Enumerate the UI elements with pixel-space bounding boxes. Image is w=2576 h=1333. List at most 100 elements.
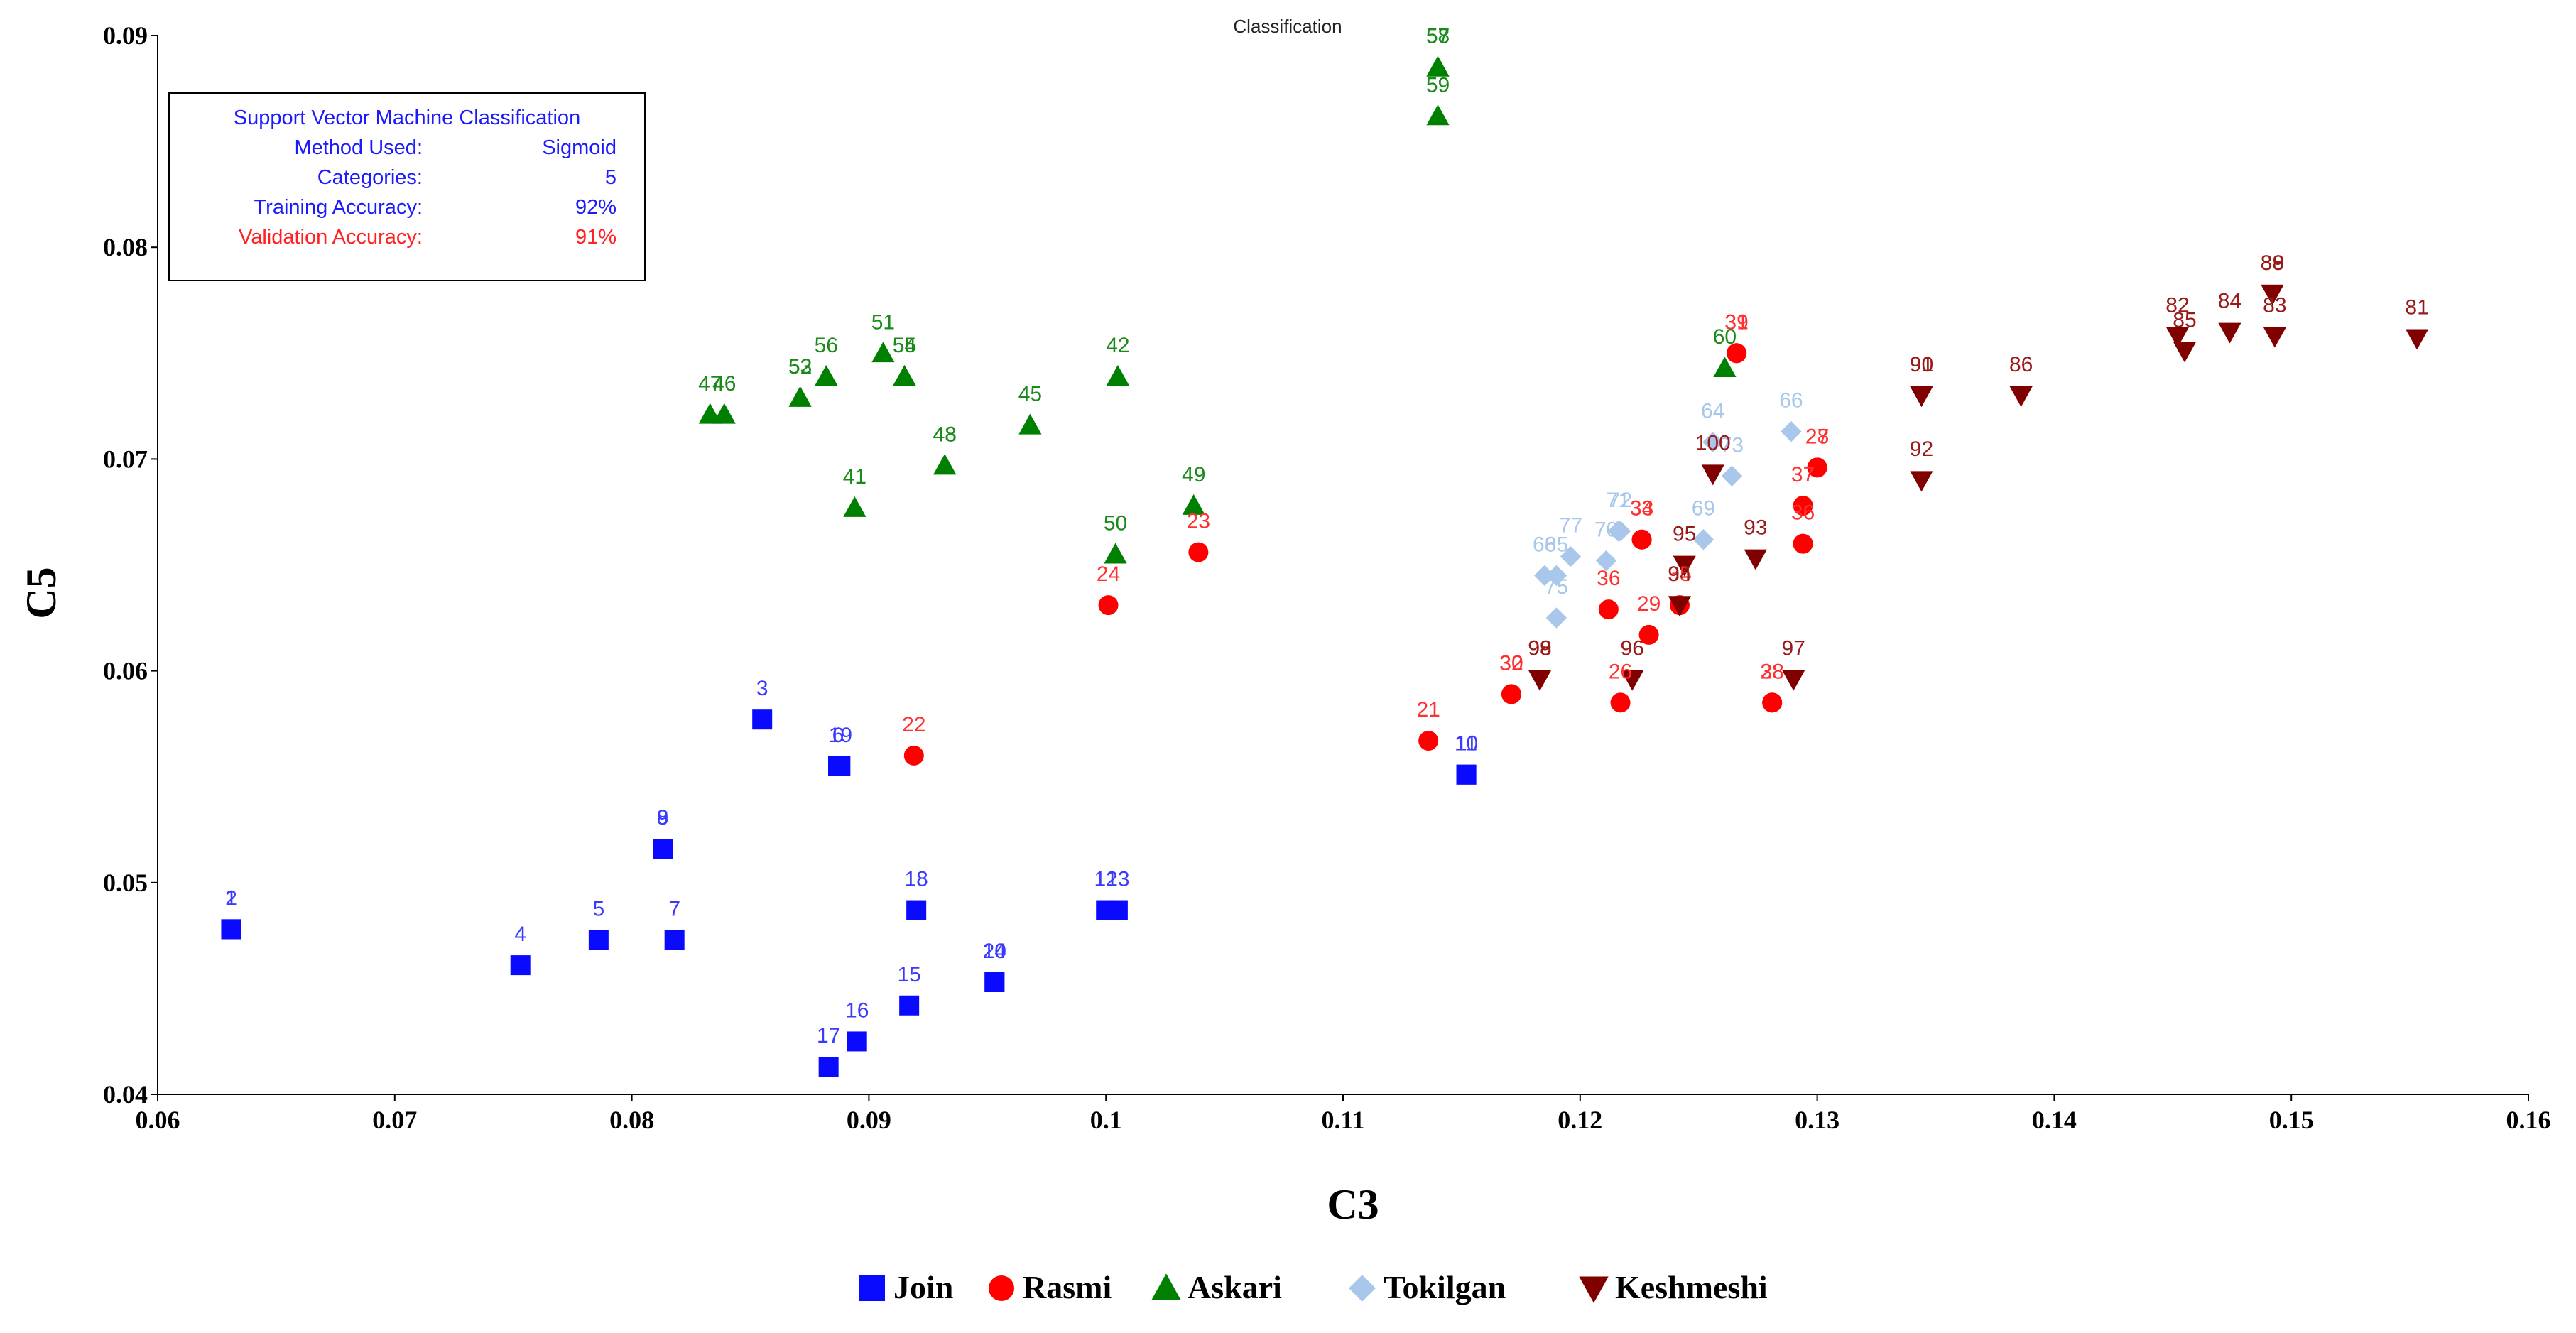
data-label-join: 18 xyxy=(904,868,928,891)
data-label-askari: 42 xyxy=(1106,334,1129,357)
data-label-rasmi: 26 xyxy=(1609,660,1632,683)
data-point-tokilgan xyxy=(1560,545,1582,567)
x-tick-label: 0.16 xyxy=(2506,1106,2551,1134)
data-label-askari: 51 xyxy=(871,310,895,334)
data-label-tokilgan: 73 xyxy=(1720,433,1744,457)
data-point-join xyxy=(818,1057,839,1077)
data-point-rasmi xyxy=(1638,624,1659,645)
data-point-rasmi xyxy=(1793,496,1813,516)
data-label-join: 3 xyxy=(756,677,768,700)
y-tick-label: 0.08 xyxy=(103,233,148,261)
data-point-join xyxy=(510,955,531,976)
data-label-askari: 49 xyxy=(1182,463,1205,486)
data-label-askari: 58 xyxy=(1426,25,1450,48)
data-label-tokilgan: 64 xyxy=(1701,400,1724,423)
data-label-rasmi: 34 xyxy=(1630,497,1653,521)
data-label-askari: 52 xyxy=(788,355,812,379)
data-point-tokilgan xyxy=(1607,521,1629,542)
data-point-keshmeshi xyxy=(2261,284,2284,305)
y-axis-title: C5 xyxy=(18,567,65,619)
data-point-rasmi xyxy=(903,745,924,766)
data-point-join xyxy=(899,995,920,1016)
data-point-keshmeshi xyxy=(2263,327,2286,348)
data-label-askari: 43 xyxy=(933,423,957,446)
data-label-askari: 53 xyxy=(788,355,812,379)
data-label-join: 19 xyxy=(829,724,852,747)
info-box-label: Method Used: xyxy=(294,136,423,159)
data-label-rasmi: 36 xyxy=(1791,501,1815,525)
data-point-join xyxy=(830,756,851,776)
data-label-join: 9 xyxy=(657,806,669,829)
data-point-join xyxy=(752,709,773,730)
data-label-join: 4 xyxy=(514,923,526,946)
y-tick-label: 0.09 xyxy=(103,21,148,50)
data-label-tokilgan: 77 xyxy=(1559,514,1582,538)
legend-label-join: Join xyxy=(893,1269,953,1305)
data-label-rasmi: 39 xyxy=(1724,310,1748,334)
data-point-askari xyxy=(1018,413,1042,435)
data-point-keshmeshi xyxy=(1668,596,1692,617)
data-point-tokilgan xyxy=(1545,565,1567,587)
data-label-tokilgan: 69 xyxy=(1692,497,1715,521)
data-label-keshmeshi: 91 xyxy=(1910,353,1933,376)
data-label-keshmeshi: 92 xyxy=(1910,437,1933,461)
info-box-heading: Support Vector Machine Classification xyxy=(234,107,580,129)
data-label-rasmi: 33 xyxy=(1630,497,1653,521)
x-tick-label: 0.13 xyxy=(1795,1106,1839,1134)
x-tick-label: 0.06 xyxy=(136,1106,180,1134)
data-label-tokilgan: 66 xyxy=(1779,389,1803,413)
info-box-label: Training Accuracy: xyxy=(254,196,423,219)
legend-label-askari: Askari xyxy=(1188,1269,1282,1305)
data-point-rasmi xyxy=(1807,457,1827,478)
y-tick-label: 0.04 xyxy=(103,1080,148,1109)
data-point-keshmeshi xyxy=(2406,329,2429,350)
data-point-askari xyxy=(893,365,916,386)
data-label-keshmeshi: 90 xyxy=(1910,353,1933,376)
data-label-tokilgan: 71 xyxy=(1607,489,1630,512)
data-point-rasmi xyxy=(1727,343,1747,364)
data-point-join xyxy=(906,900,927,920)
data-label-askari: 48 xyxy=(933,423,957,446)
data-point-keshmeshi xyxy=(1744,549,1767,570)
info-box-frame xyxy=(168,92,646,281)
data-label-tokilgan: 70 xyxy=(1594,518,1618,542)
data-point-askari xyxy=(871,342,895,363)
data-label-join: 20 xyxy=(983,940,1006,963)
data-label-rasmi: 21 xyxy=(1416,698,1440,722)
data-label-askari: 50 xyxy=(1104,512,1127,535)
data-point-join xyxy=(1107,900,1128,920)
data-label-keshmeshi: 100 xyxy=(1695,431,1731,455)
legend-label-tokilgan: Tokilgan xyxy=(1384,1269,1506,1305)
legend-marker-askari xyxy=(1151,1273,1181,1300)
data-point-askari xyxy=(1182,494,1205,515)
data-label-keshmeshi: 89 xyxy=(2261,251,2284,275)
data-label-join: 16 xyxy=(845,999,869,1022)
data-label-keshmeshi: 95 xyxy=(1673,523,1696,546)
data-label-tokilgan: 68 xyxy=(1533,533,1556,556)
data-label-rasmi: 24 xyxy=(1097,562,1120,586)
data-label-join: 10 xyxy=(1455,732,1478,756)
data-point-rasmi xyxy=(1188,542,1209,562)
data-label-askari: 60 xyxy=(1713,325,1737,349)
data-point-keshmeshi xyxy=(1621,670,1644,691)
data-point-keshmeshi xyxy=(1910,386,1933,408)
data-label-rasmi: 30 xyxy=(1499,651,1523,675)
data-label-askari: 45 xyxy=(1018,383,1042,406)
data-label-rasmi: 27 xyxy=(1805,425,1829,448)
legend-marker-tokilgan xyxy=(1349,1275,1376,1302)
x-tick-label: 0.09 xyxy=(847,1106,891,1134)
data-label-tokilgan: 75 xyxy=(1545,575,1568,599)
data-label-rasmi: 37 xyxy=(1791,463,1815,486)
data-label-keshmeshi: 93 xyxy=(1744,516,1767,540)
data-point-keshmeshi xyxy=(2173,342,2197,363)
legend-label-rasmi: Rasmi xyxy=(1023,1269,1112,1305)
data-point-join xyxy=(652,839,673,859)
legend-marker-join xyxy=(859,1275,885,1301)
data-point-keshmeshi xyxy=(1528,670,1552,691)
data-label-rasmi: 23 xyxy=(1187,510,1210,533)
data-point-keshmeshi xyxy=(2165,327,2190,348)
data-point-keshmeshi xyxy=(1910,471,1933,492)
data-label-join: 13 xyxy=(1106,868,1129,891)
data-point-keshmeshi xyxy=(1701,464,1724,486)
data-point-tokilgan xyxy=(1781,420,1802,442)
